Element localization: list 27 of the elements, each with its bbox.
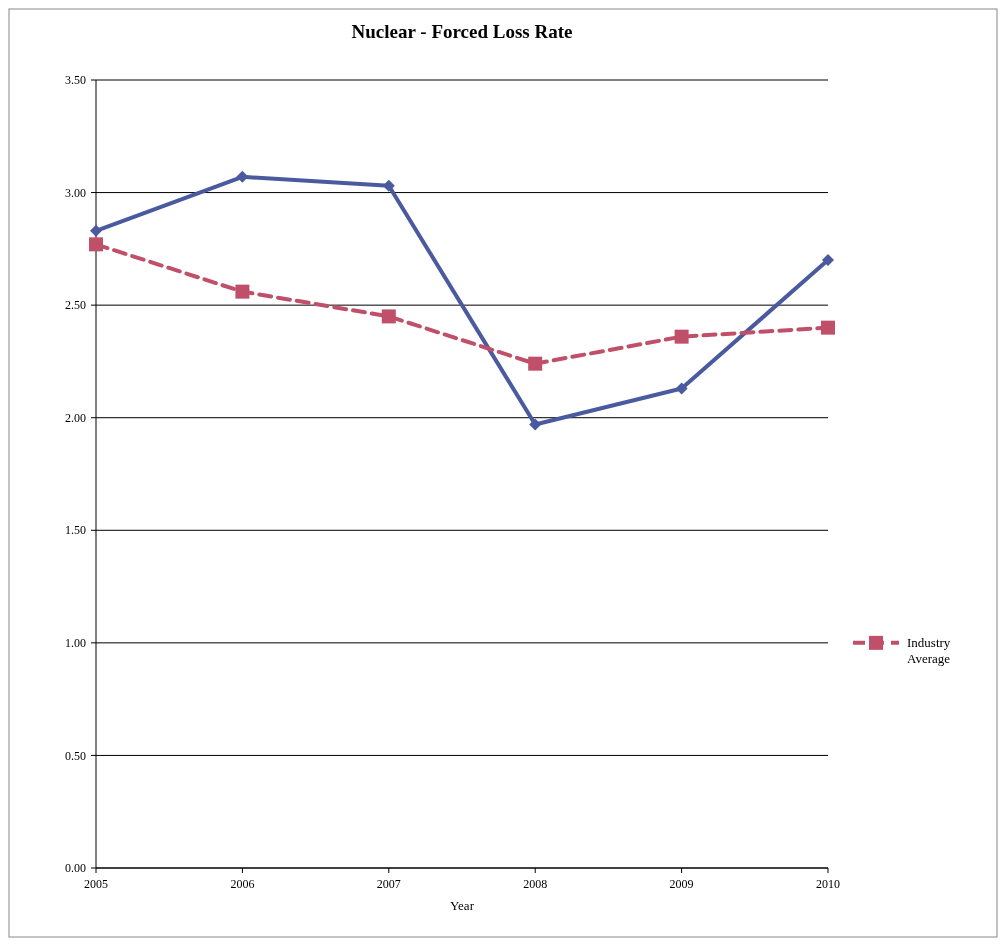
x-tick-label: 2010 (816, 877, 840, 891)
y-tick-label: 0.00 (65, 861, 86, 876)
point (528, 356, 543, 371)
y-tick-label: 2.50 (65, 298, 86, 313)
point (89, 237, 103, 252)
x-tick-label: 2006 (230, 877, 255, 891)
x-tick-label: 2008 (523, 877, 548, 891)
point (674, 329, 689, 344)
point (529, 418, 542, 431)
x-tick-label: 2005 (84, 877, 108, 891)
point (821, 320, 835, 335)
y-tick-label: 3.00 (65, 185, 86, 200)
x-tick-label: 2009 (669, 877, 694, 891)
y-tick-label: 0.50 (65, 748, 86, 763)
y-tick-label: 1.00 (65, 636, 86, 651)
point (381, 309, 396, 324)
x-tick-label: 2007 (376, 877, 401, 891)
point (235, 284, 250, 299)
legend-label: Industry Average (907, 634, 951, 666)
chart-title: Nuclear - Forced Loss Rate (351, 21, 573, 42)
point (675, 382, 688, 395)
x-axis-title: Year (450, 898, 475, 913)
point (90, 224, 102, 237)
y-tick-label: 1.50 (65, 523, 86, 538)
point (822, 254, 834, 267)
y-tick-label: 2.00 (65, 410, 86, 425)
y-tick-label: 3.50 (65, 73, 86, 88)
